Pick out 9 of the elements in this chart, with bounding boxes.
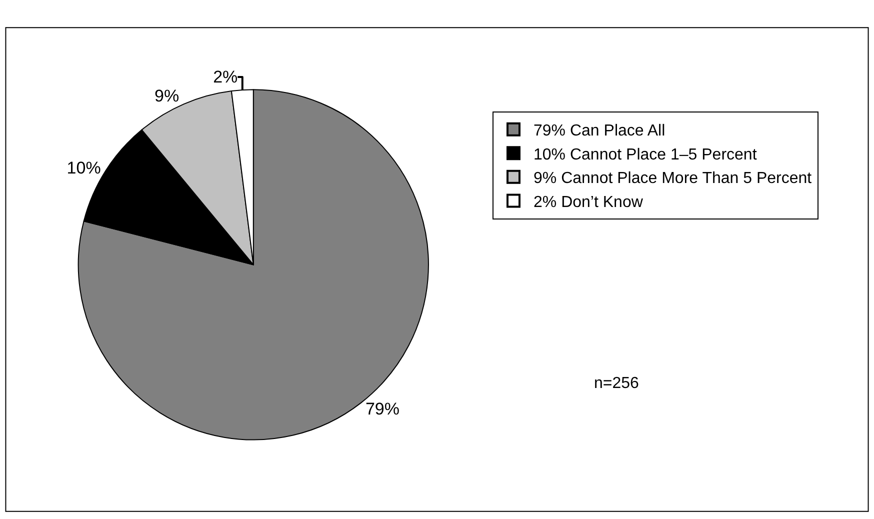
legend-label: 9% Cannot Place More Than 5 Percent [534, 170, 812, 188]
data-label: 10% [66, 158, 101, 178]
data-label: 2% [213, 68, 238, 87]
data-label: 79% [365, 399, 400, 418]
text: n=256 [594, 375, 640, 392]
legend-label: 2% Don’t Know [534, 194, 644, 211]
legend-label: 79% Can Place All [534, 122, 666, 140]
legend-label: 10% Cannot Place 1–5 Percent [534, 146, 758, 164]
data-label: 9% [154, 86, 180, 106]
